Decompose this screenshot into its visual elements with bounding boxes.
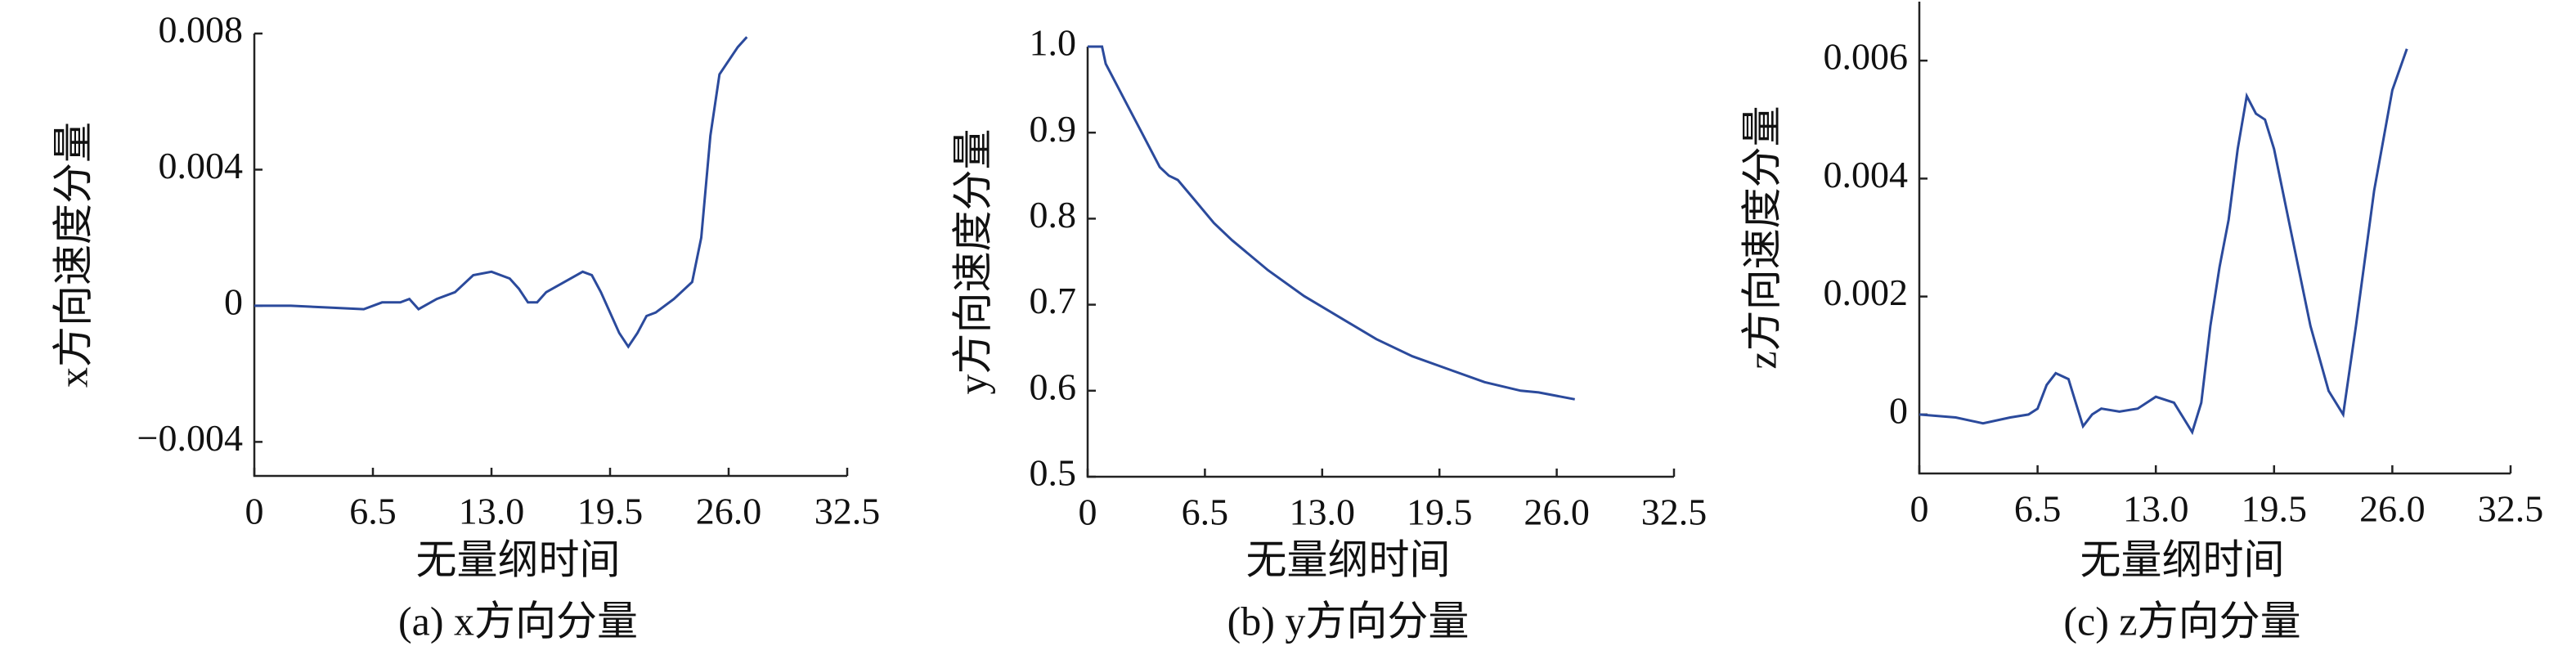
x-tick-label: 0 [1910, 488, 1929, 530]
x-tick-label: 32.5 [2478, 488, 2544, 530]
x-tick-label: 19.5 [2242, 488, 2308, 530]
axes [1086, 47, 1674, 478]
x-axis-label: 无量纲时间 [1246, 536, 1451, 582]
panel: 0 6.5 13.0 19.5 26.0 32.5 0.5 0.6 0.7 0.8 0.9 1.0 无量… [949, 22, 1707, 644]
caption: (c) z方向分量 [2063, 598, 2300, 644]
x-tick-label: 32.5 [1641, 491, 1708, 533]
y-tick-label: 0.5 [1030, 452, 1077, 494]
x-tick-label: 19.5 [1407, 491, 1473, 533]
x-tick-label: 26.0 [696, 491, 762, 532]
x-axis-label: 无量纲时间 [416, 536, 621, 582]
x-tick-label: 19.5 [577, 491, 644, 532]
y-tick-label: 0.006 [1824, 36, 1909, 78]
y-tick-label: 0.004 [1824, 154, 1909, 195]
y-tick-label: 0 [1889, 389, 1908, 431]
caption: (b) y方向分量 [1227, 598, 1470, 644]
y-tick-label: −0.004 [137, 417, 243, 459]
y-tick-label: 0.7 [1030, 280, 1077, 321]
x-tick-label: 13.0 [1290, 491, 1356, 533]
y-axis-label: x方向速度分量 [50, 122, 96, 388]
x-tick-label: 0 [1079, 491, 1097, 533]
y-tick-label: 0 [224, 280, 243, 322]
x-tick-label: 26.0 [2359, 488, 2426, 530]
x-tick-label: 0 [245, 491, 264, 532]
x-tick-label: 6.5 [349, 491, 397, 532]
axes [253, 34, 847, 478]
y-tick-label: 0.6 [1030, 366, 1077, 407]
x-axis-label: 无量纲时间 [2080, 536, 2285, 582]
y-tick-label: 0.8 [1030, 194, 1077, 236]
x-tick-label: 32.5 [815, 491, 881, 532]
y-tick-label: 0.002 [1824, 271, 1909, 313]
data-line [1088, 45, 1575, 401]
panel: 0 6.5 13.0 19.5 26.0 32.5−0.00400.0040.008无量纲… [50, 9, 880, 644]
y-tick-label: 1.0 [1030, 22, 1077, 64]
data-line [1919, 48, 2408, 436]
panel: 0 6.5 13.0 19.5 26.0 32.5 0 0.002 0.004 0.006 无量纲时… [1739, 2, 2543, 644]
y-tick-label: 0.004 [159, 145, 244, 186]
y-axis-label: z方向速度分量 [1739, 105, 1784, 369]
data-line [254, 36, 748, 349]
x-tick-label: 13.0 [2123, 488, 2189, 530]
x-tick-label: 26.0 [1524, 491, 1590, 533]
x-tick-label: 6.5 [1182, 491, 1229, 533]
y-axis-label: y方向速度分量 [949, 129, 995, 395]
x-tick-label: 13.0 [459, 491, 525, 532]
axes [1918, 2, 2511, 475]
x-tick-label: 6.5 [2014, 488, 2062, 530]
caption: (a) x方向分量 [398, 598, 638, 644]
y-tick-label: 0.008 [159, 9, 244, 51]
y-tick-label: 0.9 [1030, 108, 1077, 150]
